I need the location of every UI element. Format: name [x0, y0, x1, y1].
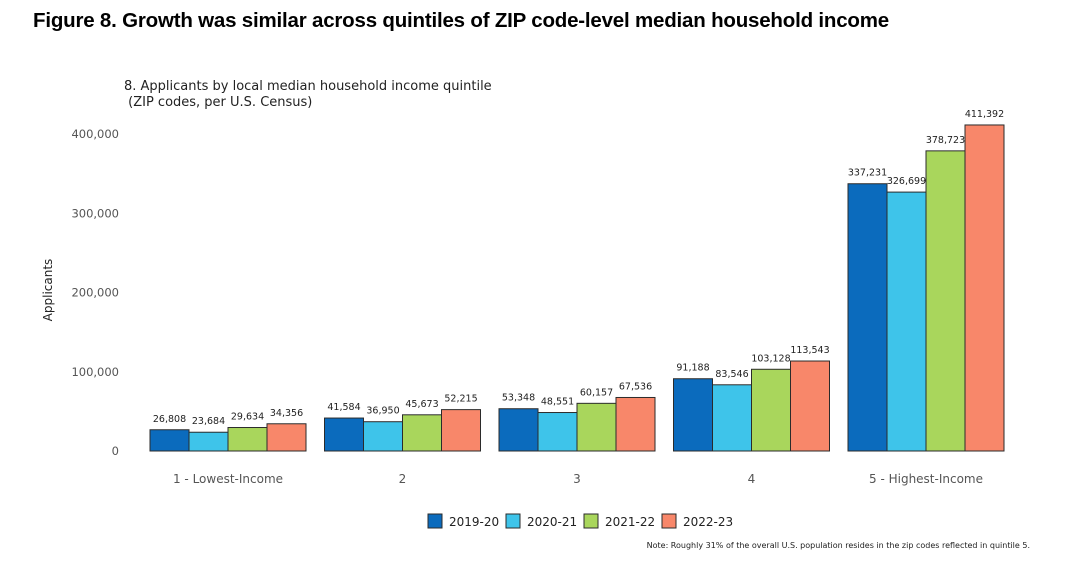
legend-swatch-2022-23	[661, 513, 677, 529]
bar-2020-21-q4	[712, 384, 752, 452]
data-label: 337,231	[848, 168, 887, 179]
y-tick-label: 300,000	[71, 206, 119, 220]
y-axis-ticks: 0 100,000 200,000 300,000 400,000	[71, 127, 119, 458]
data-label: 378,723	[926, 135, 965, 146]
chart-title-line1: 8. Applicants by local median household …	[124, 79, 492, 94]
figure-title: Figure 8. Growth was similar across quin…	[33, 9, 889, 32]
bar-series-group: 26,808 23,684 29,634 34,356 41,584 36,950 45,6…	[149, 109, 1005, 452]
legend-label-2019-20: 2019-20	[449, 515, 499, 529]
bar-2022-23-q4	[790, 360, 830, 452]
bar-2022-23-q5	[964, 124, 1005, 452]
legend-swatch-2019-20	[427, 513, 443, 529]
x-category-label: 2	[399, 472, 407, 486]
x-category-label: 3	[573, 472, 581, 486]
y-tick-label: 0	[112, 444, 119, 458]
y-tick-label: 100,000	[71, 365, 119, 379]
bar-2022-23-q1	[266, 423, 307, 452]
x-axis-categories: 1 - Lowest-Income 2 3 4 5 - Highest-Income	[173, 472, 983, 486]
data-label: 67,536	[619, 381, 652, 392]
y-tick-label: 400,000	[71, 127, 119, 141]
bar-2020-21-q2	[363, 421, 403, 452]
data-label: 103,128	[751, 353, 790, 364]
data-label: 83,546	[715, 369, 748, 380]
data-label: 411,392	[965, 109, 1004, 120]
data-label: 326,699	[887, 176, 926, 187]
bar-2021-22-q2	[402, 414, 442, 452]
bar-2019-20-q4	[673, 378, 713, 452]
data-label: 45,673	[405, 399, 438, 410]
bar-2020-21-q5	[886, 191, 927, 452]
bar-2019-20-q3	[498, 408, 539, 452]
data-label: 36,950	[366, 406, 399, 417]
footnote: Note: Roughly 31% of the overall U.S. po…	[647, 541, 1030, 550]
bar-2021-22-q5	[925, 150, 966, 452]
legend-label-2021-22: 2021-22	[605, 515, 655, 529]
legend-swatch-2020-21	[505, 513, 521, 529]
data-label: 53,348	[502, 393, 535, 404]
data-label: 52,215	[444, 394, 477, 405]
data-label: 29,634	[231, 412, 264, 423]
x-category-label: 5 - Highest-Income	[869, 472, 983, 486]
bar-2019-20-q2	[324, 417, 364, 452]
data-label: 113,543	[790, 345, 829, 356]
y-tick-label: 200,000	[71, 286, 119, 300]
bar-2021-22-q4	[751, 368, 791, 452]
data-label: 23,684	[192, 416, 225, 427]
data-label: 34,356	[270, 408, 303, 419]
bar-2020-21-q1	[188, 431, 229, 452]
bar-2020-21-q3	[537, 412, 578, 452]
bar-2021-22-q3	[576, 402, 617, 452]
bar-2021-22-q1	[227, 427, 268, 452]
bar-2022-23-q3	[615, 396, 656, 452]
chart-title-line2: (ZIP codes, per U.S. Census)	[124, 95, 312, 110]
bar-2022-23-q2	[441, 409, 481, 452]
x-category-label: 1 - Lowest-Income	[173, 472, 283, 486]
y-axis-label: Applicants	[41, 259, 55, 322]
data-label: 91,188	[676, 363, 709, 374]
legend-swatch-2021-22	[583, 513, 599, 529]
data-label: 60,157	[580, 387, 613, 398]
legend-label-2022-23: 2022-23	[683, 515, 733, 529]
bar-2019-20-q5	[847, 183, 888, 452]
data-label: 41,584	[327, 402, 360, 413]
legend-label-2020-21: 2020-21	[527, 515, 577, 529]
x-category-label: 4	[748, 472, 756, 486]
data-label: 48,551	[541, 397, 574, 408]
data-label: 26,808	[153, 414, 186, 425]
chart-legend: 2019-20 2020-21 2021-22 2022-23	[427, 513, 733, 529]
bar-2019-20-q1	[149, 429, 190, 452]
